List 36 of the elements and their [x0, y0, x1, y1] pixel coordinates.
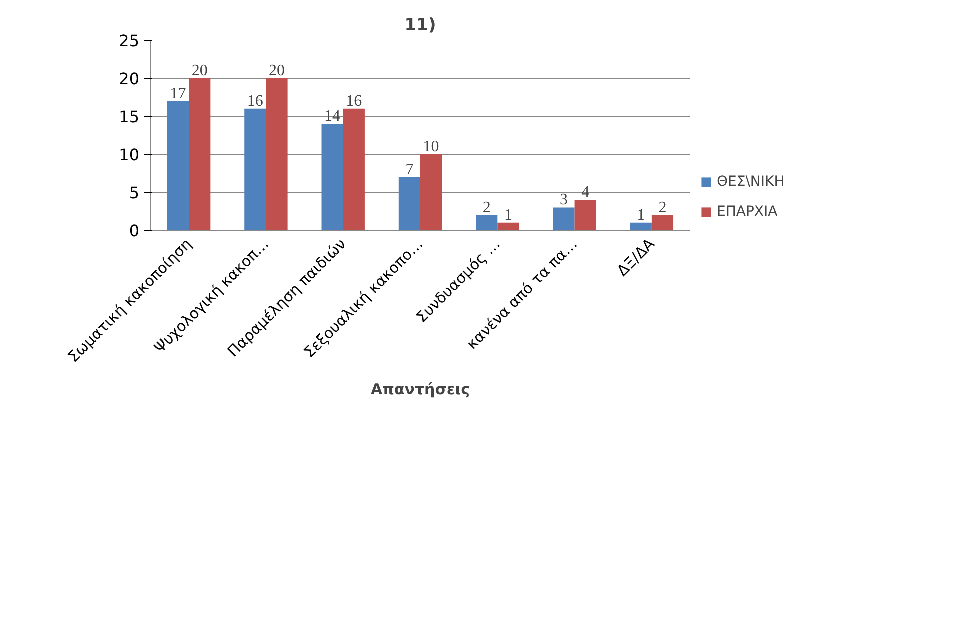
bar [476, 215, 498, 230]
bar [167, 101, 190, 230]
data-label: 16 [346, 92, 362, 110]
data-label: 17 [170, 85, 186, 102]
y-tick-label: 0 [129, 222, 140, 240]
y-tick-label: 20 [119, 70, 140, 88]
y-tick-label: 25 [119, 32, 140, 50]
data-label: 7 [406, 161, 414, 178]
data-label: 10 [423, 138, 440, 156]
data-label: 20 [269, 62, 286, 80]
x-axis-title: Απαντήσεις [370, 380, 470, 398]
bar [498, 222, 520, 230]
bar [652, 215, 674, 230]
bar [574, 200, 596, 230]
data-label: 1 [504, 206, 512, 224]
bar [266, 78, 288, 230]
bar [322, 124, 344, 230]
bar [398, 177, 420, 230]
bar [553, 208, 575, 230]
data-label: 1 [637, 206, 646, 224]
data-label: 2 [482, 199, 491, 216]
bar [244, 108, 266, 230]
bar [189, 78, 211, 230]
data-label: 2 [658, 199, 667, 216]
legend-label: ΘΕΣ\ΝΙΚΗ [717, 174, 785, 190]
bar [630, 222, 652, 230]
data-label: 3 [560, 192, 568, 209]
y-tick-label: 5 [129, 184, 140, 202]
y-tick-label: 15 [119, 108, 140, 126]
bar [343, 108, 365, 230]
data-label: 20 [192, 62, 208, 80]
y-tick-label: 10 [119, 146, 140, 164]
legend-label: ΕΠΑΡΧΙΑ [717, 204, 778, 220]
chart-title: 11) [404, 16, 436, 36]
bar [420, 154, 442, 230]
data-label: 16 [247, 92, 264, 110]
